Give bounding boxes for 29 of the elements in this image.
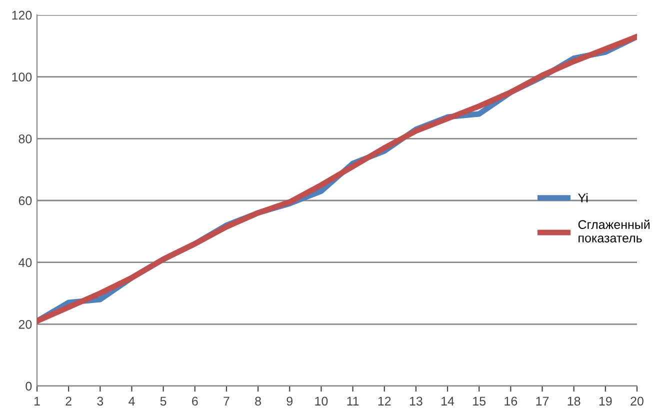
x-tick-label: 8 xyxy=(255,396,261,406)
x-tick-label: 14 xyxy=(442,396,454,406)
y-tick-label: 100 xyxy=(12,72,32,82)
x-tick-label: 9 xyxy=(286,396,293,406)
x-tick-label: 18 xyxy=(568,396,580,406)
x-tick-label: 19 xyxy=(599,396,612,406)
x-tick-label: 10 xyxy=(315,396,328,406)
x-tick-label: 3 xyxy=(97,396,104,406)
x-tick-label: 6 xyxy=(192,396,198,406)
y-tick-label: 40 xyxy=(18,258,32,267)
x-tick-label: 16 xyxy=(504,396,518,406)
x-tick-label: 12 xyxy=(378,396,391,406)
y-tick-label: 120 xyxy=(12,10,32,20)
y-tick-label: 80 xyxy=(18,134,32,144)
legend-label: Сглаженный показатель xyxy=(578,220,650,242)
x-tick-label: 7 xyxy=(224,396,230,406)
x-tick-label: 17 xyxy=(536,396,549,406)
x-tick-label: 1 xyxy=(34,396,40,406)
y-tick-label: 20 xyxy=(18,320,32,329)
x-tick-label: 15 xyxy=(473,396,486,406)
x-tick-label: 5 xyxy=(160,396,166,406)
y-tick-label: 60 xyxy=(18,196,32,206)
x-tick-label: 4 xyxy=(128,396,135,406)
x-tick-label: 13 xyxy=(410,396,422,406)
x-tick-label: 11 xyxy=(347,396,359,406)
y-tick-label: 0 xyxy=(26,382,32,391)
legend-label: Yi xyxy=(578,193,588,202)
x-tick-label: 20 xyxy=(630,396,644,406)
x-tick-label: 2 xyxy=(66,396,72,406)
